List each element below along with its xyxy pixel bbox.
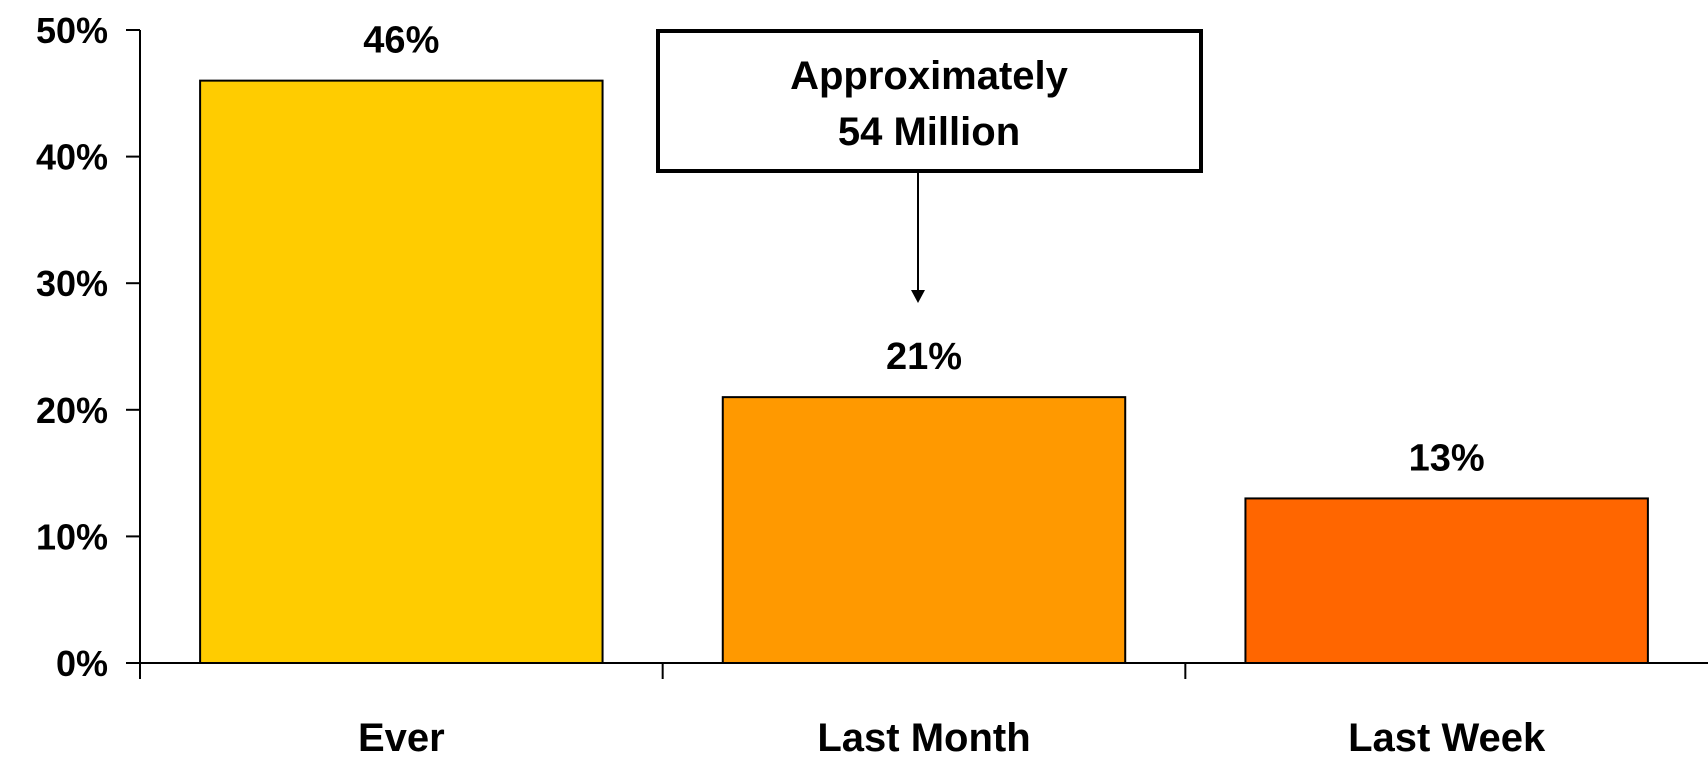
y-tick-label: 40% [36,137,108,178]
category-labels: Ever Last Month Last Week [358,716,1546,757]
annotation-callout: Approximately 54 Million [656,29,1203,303]
y-tick-label: 10% [36,516,108,557]
bars [199,79,1649,665]
y-ticks: 0% 10% 20% 30% 40% 50% [36,10,140,684]
category-label: Ever [358,716,445,757]
annotation-box [656,29,1203,173]
category-label: Last Week [1348,716,1546,757]
y-tick-label: 0% [56,643,108,684]
annotation-arrowhead [911,290,925,303]
bar-ever [199,79,604,664]
data-label: 46% [363,20,439,62]
y-tick-label: 30% [36,263,108,304]
category-label: Last Month [817,716,1030,757]
bar-last-week [1244,497,1649,665]
data-label: 13% [1409,437,1485,479]
data-labels: 46% 21% 13% [363,20,1484,480]
y-tick-label: 50% [36,10,108,51]
data-label: 21% [886,336,962,378]
annotation-line-2: 54 Million [838,110,1020,154]
annotation-line-1: Approximately [790,54,1069,98]
bar-last-month [721,396,1127,664]
y-tick-label: 20% [36,390,108,431]
x-ticks [139,663,1187,679]
